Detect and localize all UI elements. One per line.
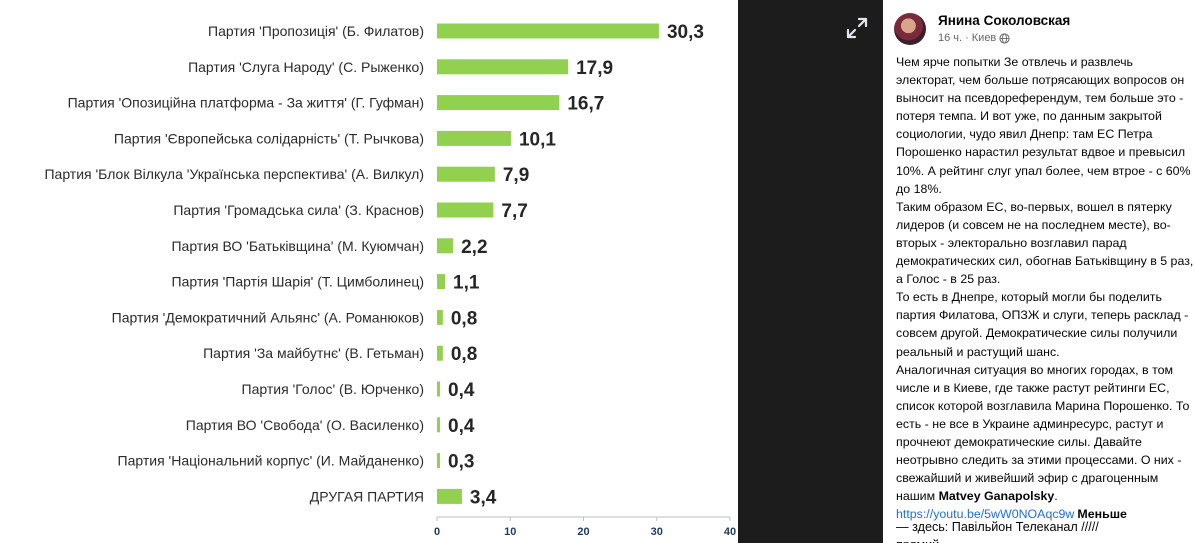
category-label: Партия 'Демократичний Альянс' (А. Романю… xyxy=(112,309,424,325)
value-label: 0,8 xyxy=(451,344,477,365)
post-location[interactable]: Киев xyxy=(971,32,997,44)
value-label: 30,3 xyxy=(667,22,704,43)
value-label: 7,9 xyxy=(503,165,529,186)
chart-image: Партия 'Пропозиція' (Б. Филатов) 30,3 Парт… xyxy=(0,0,738,543)
category-label: Партия 'Слуга Народу' (С. Рыженко) xyxy=(188,59,424,75)
value-label: 0,8 xyxy=(451,308,477,329)
bar xyxy=(437,488,462,504)
bar xyxy=(437,202,494,218)
shared-location-text: — здесь: Павільйон Телеканал ///// прями… xyxy=(896,520,1099,543)
bar xyxy=(437,274,446,290)
x-tick-label: 40 xyxy=(724,526,736,538)
category-label: ДРУГАЯ ПАРТИЯ xyxy=(310,488,424,504)
see-less-button[interactable]: Меньше xyxy=(1077,507,1127,522)
expand-button[interactable] xyxy=(843,14,871,42)
youtube-link[interactable]: https://youtu.be/5wW0NOAqc9w xyxy=(896,507,1075,522)
value-label: 0,4 xyxy=(448,380,475,401)
category-label: Партия 'Європейська солідарність' (Т. Ры… xyxy=(114,130,424,146)
value-label: 0,4 xyxy=(448,416,475,437)
post-meta: 16 ч. · Киев xyxy=(938,32,1010,44)
bar xyxy=(437,23,659,39)
bar xyxy=(437,130,511,146)
photo-viewer-background xyxy=(738,0,883,543)
value-label: 10,1 xyxy=(519,129,556,150)
x-tick-label: 30 xyxy=(651,526,663,538)
bar xyxy=(437,381,440,397)
category-label: Партия 'Громадська сила' (З. Краснов) xyxy=(173,202,424,218)
mention-link[interactable]: Matvey Ganapolsky xyxy=(938,489,1055,504)
post-time[interactable]: 16 ч. xyxy=(938,32,963,44)
category-label: Партия 'За майбутнє' (В. Гетьман) xyxy=(203,345,424,361)
value-label: 0,3 xyxy=(448,452,474,473)
post-panel: Янина Соколовская 16 ч. · Киев Чем ярче … xyxy=(883,0,1195,543)
expand-arrows-icon xyxy=(846,17,868,39)
globe-icon xyxy=(999,32,1010,44)
bar xyxy=(437,166,495,182)
category-label: Партия 'Опозиційна платформа - За життя'… xyxy=(68,95,424,111)
bar xyxy=(437,59,569,75)
x-tick-label: 10 xyxy=(504,526,516,538)
category-label: Партия ВО 'Батьківщина' (М. Куюмчан) xyxy=(171,238,424,254)
mention-suffix: . xyxy=(1054,489,1058,504)
category-label: Партия 'Партія Шарія' (Т. Цимболинец) xyxy=(172,274,424,290)
category-label: Партия ВО 'Свобода' (О. Василенко) xyxy=(186,417,424,433)
value-label: 17,9 xyxy=(576,58,613,79)
author-name[interactable]: Янина Соколовская xyxy=(938,13,1071,28)
x-tick-label: 20 xyxy=(577,526,589,538)
x-tick-label: 0 xyxy=(434,526,440,538)
bar xyxy=(437,309,443,325)
bar xyxy=(437,417,440,433)
category-label: Партия 'Голос' (В. Юрченко) xyxy=(242,381,424,397)
bar-chart: Партия 'Пропозиція' (Б. Филатов) 30,3 Парт… xyxy=(44,22,736,538)
value-label: 2,2 xyxy=(461,237,487,258)
value-label: 7,7 xyxy=(501,201,527,222)
category-label: Партия 'Національний корпус' (И. Майдане… xyxy=(118,453,424,469)
bar xyxy=(437,345,443,361)
category-label: Партия 'Пропозиція' (Б. Филатов) xyxy=(208,23,424,39)
bar xyxy=(437,95,560,111)
value-label: 3,4 xyxy=(470,487,497,508)
bar xyxy=(437,453,440,469)
value-label: 1,1 xyxy=(453,273,480,294)
post-text: Чем ярче попытки Зе отвлечь и развлечь э… xyxy=(896,53,1194,523)
avatar[interactable] xyxy=(894,13,926,45)
post-body-text: Чем ярче попытки Зе отвлечь и развлечь э… xyxy=(896,55,1194,504)
value-label: 16,7 xyxy=(567,94,604,115)
bar xyxy=(437,238,454,254)
category-label: Партия 'Блок Вілкула 'Українська перспек… xyxy=(44,166,424,182)
meta-separator: · xyxy=(965,32,969,44)
